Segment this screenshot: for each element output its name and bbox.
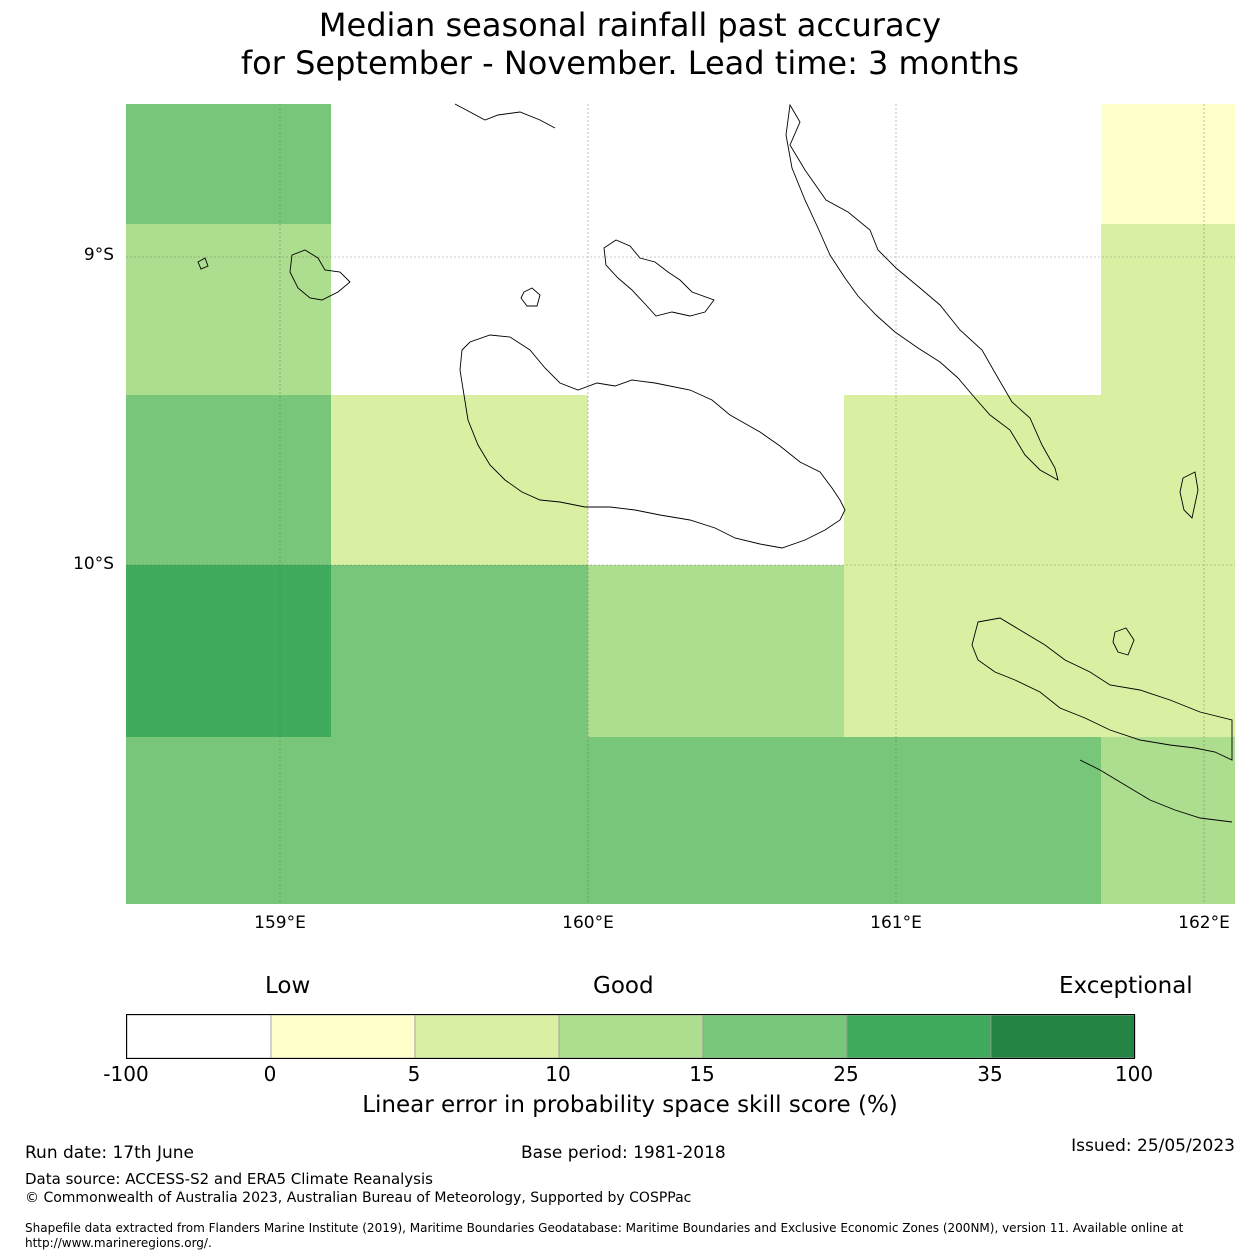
colorbar-tick: -100: [103, 1062, 149, 1086]
issued-date: Issued: 25/05/2023: [1071, 1136, 1235, 1156]
colorbar-tick: 15: [689, 1062, 715, 1086]
coastline-makira-south: [1079, 759, 1233, 823]
copyright: © Commonwealth of Australia 2023, Austra…: [25, 1190, 692, 1206]
coastline-new-georgia: [289, 249, 351, 301]
colorbar-swatch: [414, 1014, 560, 1059]
data-source: Data source: ACCESS-S2 and ERA5 Climate …: [25, 1170, 433, 1188]
skill-cell: [126, 737, 331, 904]
skill-cell: [331, 737, 588, 904]
skill-cell: [331, 395, 588, 565]
shapefile-credit-line-1: Shapefile data extracted from Flanders M…: [25, 1221, 1184, 1235]
run-date: Run date: 17th June: [25, 1143, 194, 1163]
skill-cell: [588, 737, 1101, 904]
coastline-nggela: [603, 239, 715, 317]
coastline-savo: [520, 287, 541, 307]
skill-cell: [126, 395, 331, 565]
colorbar-label: Linear error in probability space skill …: [362, 1092, 898, 1118]
coastline-guadalcanal: [459, 334, 846, 549]
skill-grid-cells: [126, 104, 1235, 904]
coastline-makira: [971, 617, 1233, 761]
colorbar: [126, 1014, 1136, 1059]
legend-category-low: Low: [265, 973, 311, 999]
skill-cell: [844, 565, 1101, 737]
lat-label-9s: 9°S: [83, 245, 114, 265]
chart-title-line-2: for September - November. Lead time: 3 m…: [240, 44, 1020, 82]
lat-label-10s: 10°S: [73, 554, 114, 574]
coastline-malaita: [785, 103, 1059, 481]
shapefile-credit-line-2: http://www.marineregions.org/.: [25, 1236, 212, 1250]
colorbar-tick: 0: [263, 1062, 277, 1086]
colorbar-swatch: [126, 1014, 272, 1059]
coastline-santa-isabel: [454, 103, 556, 129]
skill-cell: [1101, 224, 1235, 737]
coastline-islet-west: [197, 257, 209, 270]
skill-cell: [844, 395, 1101, 565]
lon-label-160e: 160°E: [562, 913, 614, 933]
colorbar-swatch: [270, 1014, 416, 1059]
base-period: Base period: 1981-2018: [521, 1143, 726, 1163]
lon-label-162e: 162°E: [1178, 913, 1230, 933]
legend-category-exceptional: Exceptional: [1059, 973, 1193, 999]
lon-label-159e: 159°E: [254, 913, 306, 933]
coastlines: [197, 103, 1233, 823]
colorbar-frame: [126, 1014, 1135, 1059]
legend-category-good: Good: [593, 973, 654, 999]
skill-cell: [331, 565, 588, 737]
colorbar-swatch: [846, 1014, 992, 1059]
colorbar-tick: 5: [407, 1062, 421, 1086]
skill-cell: [1101, 104, 1235, 224]
colorbar-tick: 25: [833, 1062, 859, 1086]
skill-cell: [588, 565, 844, 737]
colorbar-swatch: [990, 1014, 1136, 1059]
skill-cell: [1101, 737, 1235, 904]
colorbar-tick: 100: [1114, 1062, 1154, 1086]
coastline-ulawa: [1112, 627, 1135, 656]
graticule: [126, 104, 1235, 904]
colorbar-tick: 35: [977, 1062, 1003, 1086]
chart-title-line-1: Median seasonal rainfall past accuracy: [318, 6, 942, 44]
skill-cell: [126, 104, 331, 224]
skill-map: [126, 103, 1235, 904]
colorbar-tick: 10: [545, 1062, 571, 1086]
colorbar-swatch: [702, 1014, 848, 1059]
skill-cell: [126, 565, 331, 737]
lon-label-161e: 161°E: [870, 913, 922, 933]
colorbar-swatch: [558, 1014, 704, 1059]
coastline-islet-east: [1179, 471, 1199, 519]
skill-cell: [126, 224, 331, 395]
